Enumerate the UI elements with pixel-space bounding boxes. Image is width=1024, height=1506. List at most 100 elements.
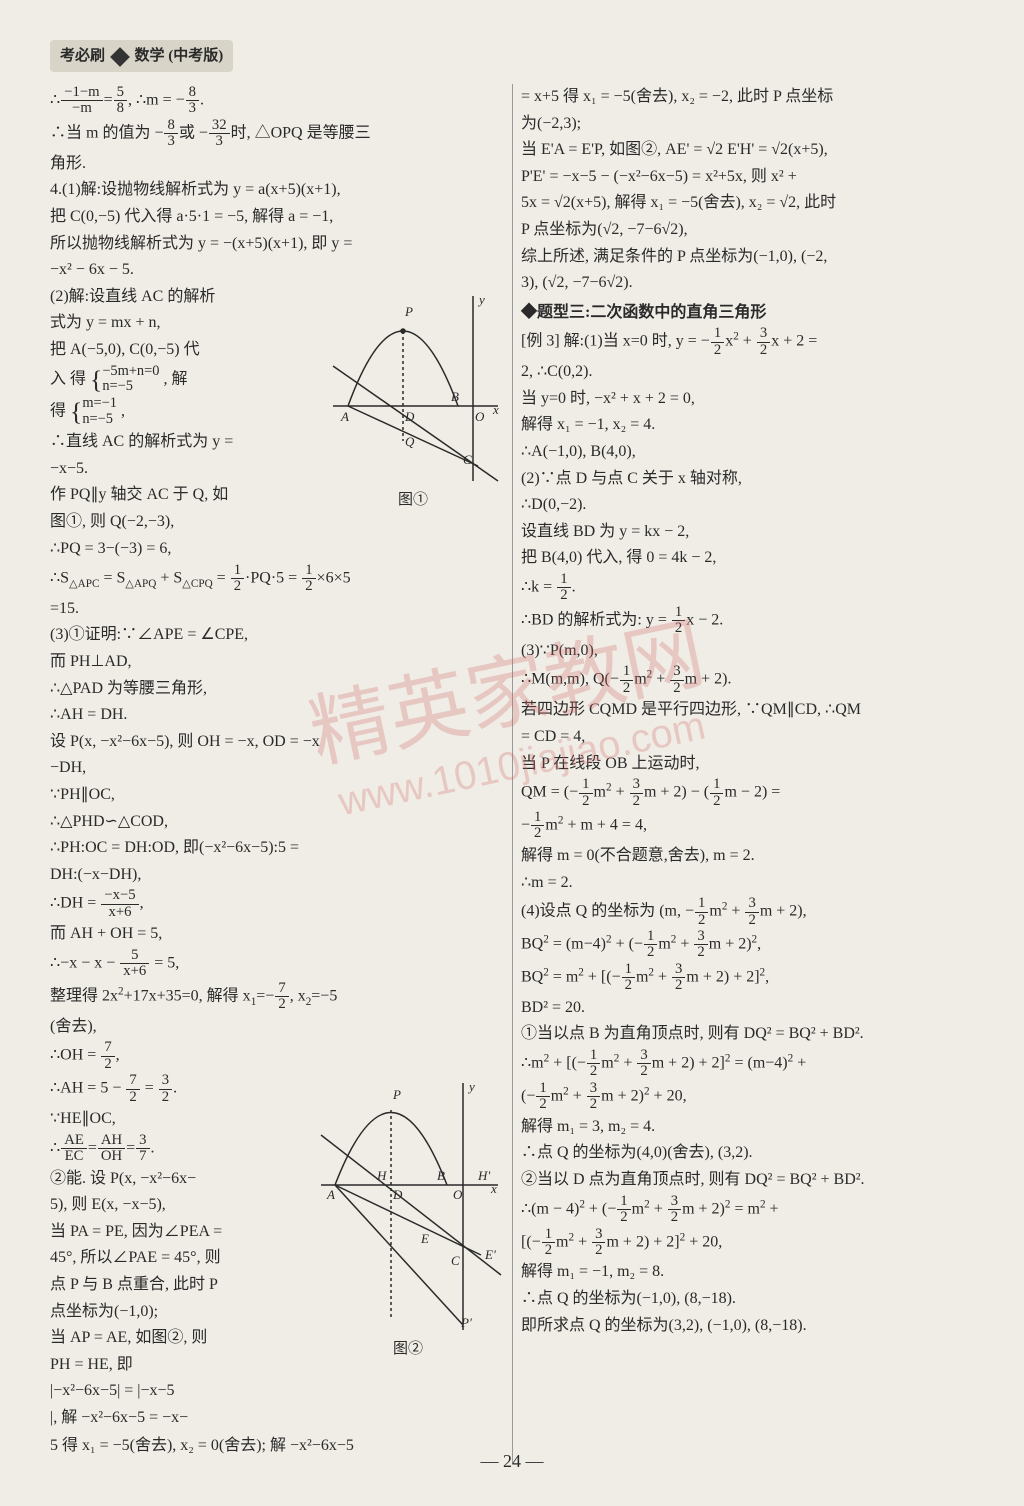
math-line: ∴m2 + [(−12m2 + 32m + 2) + 2]2 = (m−4)2 … <box>521 1048 974 1080</box>
svg-text:x: x <box>490 1181 497 1196</box>
math-line: −x² − 6x − 5. <box>50 257 503 283</box>
math-line: ∴BD 的解析式为: y = 12x − 2. <box>521 605 974 637</box>
math-line: ∴PH:OC = DH:OD, 即(−x²−6x−5):5 = <box>50 835 503 861</box>
math-line: (2)∵点 D 与点 C 关于 x 轴对称, <box>521 466 974 492</box>
math-line: |−x²−6x−5| = |−x−5 <box>50 1378 503 1404</box>
diamond-icon <box>110 47 130 67</box>
figure-1-caption: 图① <box>323 488 503 512</box>
math-line: |, 解 −x²−6x−5 = −x− <box>50 1405 503 1431</box>
header-subject: 数学 <box>135 48 165 64</box>
parabola-diagram-icon: Py AD Ox B QC <box>323 286 503 486</box>
math-line: 图①, 则 Q(−2,−3), <box>50 509 503 535</box>
math-line: 而 AH + OH = 5, <box>50 921 503 947</box>
math-line: ∵PH∥OC, <box>50 782 503 808</box>
math-line: (3)①证明:∵∠APE = ∠CPE, <box>50 622 503 648</box>
svg-text:O: O <box>475 409 485 424</box>
math-line: 解得 m = 0(不合题意,舍去), m = 2. <box>521 843 974 869</box>
svg-text:P: P <box>392 1087 401 1102</box>
math-line: 整理得 2x2+17x+35=0, 解得 x1=−72, x2=−5 <box>50 981 503 1013</box>
math-line: QM = (−12m2 + 32m + 2) − (12m − 2) = <box>521 777 974 809</box>
svg-text:Q: Q <box>405 434 415 449</box>
math-line: −DH, <box>50 755 503 781</box>
math-line: (舍去), <box>50 1014 503 1040</box>
svg-text:H': H' <box>477 1168 490 1183</box>
math-line: 3), (√2, −7−6√2). <box>521 270 974 296</box>
svg-text:y: y <box>477 292 485 307</box>
figure-2-caption: 图② <box>313 1337 503 1361</box>
math-line: 当 P 在线段 OB 上运动时, <box>521 751 974 777</box>
math-line: ∴OH = 72, <box>50 1040 503 1072</box>
svg-text:O: O <box>453 1187 463 1202</box>
math-line: = CD = 4, <box>521 724 974 750</box>
svg-text:C: C <box>451 1253 460 1268</box>
header-brand: 考必刷 <box>60 48 105 64</box>
math-line: ∴点 Q 的坐标为(−1,0), (8,−18). <box>521 1286 974 1312</box>
math-line: (4)设点 Q 的坐标为 (m, −12m2 + 32m + 2), <box>521 896 974 928</box>
svg-text:B: B <box>451 389 459 404</box>
svg-text:E: E <box>420 1231 429 1246</box>
math-line: 即所求点 Q 的坐标为(3,2), (−1,0), (8,−18). <box>521 1313 974 1339</box>
math-line: 角形. <box>50 151 503 177</box>
svg-text:P: P <box>404 304 413 319</box>
math-line: ∴m = 2. <box>521 870 974 896</box>
math-line: [例 3] 解:(1)当 x=0 时, y = −12x2 + 32x + 2 … <box>521 326 974 358</box>
math-line: (−12m2 + 32m + 2)2 + 20, <box>521 1081 974 1113</box>
math-line: 解得 m₁ = 3, m₂ = 4. <box>521 1114 974 1140</box>
math-line: 所以抛物线解析式为 y = −(x+5)(x+1), 即 y = <box>50 231 503 257</box>
math-line: ∴k = 12. <box>521 572 974 604</box>
figure-2: Py HBH' ADOx ECE' P' 图② <box>313 1075 503 1361</box>
math-line: ∴(m − 4)2 + (−12m2 + 32m + 2)2 = m2 + <box>521 1194 974 1226</box>
math-line: [(−12m2 + 32m + 2) + 2]2 + 20, <box>521 1227 974 1259</box>
math-line: −12m2 + m + 4 = 4, <box>521 810 974 842</box>
parabola-diagram-2-icon: Py HBH' ADOx ECE' P' <box>313 1075 503 1335</box>
math-line: 解得 m₁ = −1, m₂ = 8. <box>521 1259 974 1285</box>
math-line: 解得 x₁ = −1, x₂ = 4. <box>521 412 974 438</box>
math-line: 4.(1)解:设抛物线解析式为 y = a(x+5)(x+1), <box>50 177 503 203</box>
math-line: =15. <box>50 596 503 622</box>
math-line: ∴点 Q 的坐标为(4,0)(舍去), (3,2). <box>521 1140 974 1166</box>
math-line: ∴当 m 的值为 −83或 −323时, △OPQ 是等腰三 <box>50 118 503 150</box>
math-line: 5x = √2(x+5), 解得 x₁ = −5(舍去), x₂ = √2, 此… <box>521 190 974 216</box>
math-line: ∴AH = DH. <box>50 702 503 728</box>
math-line: 设直线 BD 为 y = kx − 2, <box>521 519 974 545</box>
math-line: DH:(−x−DH), <box>50 862 503 888</box>
math-line: 把 B(4,0) 代入, 得 0 = 4k − 2, <box>521 545 974 571</box>
math-line: P 点坐标为(√2, −7−6√2), <box>521 217 974 243</box>
math-line: BQ2 = (m−4)2 + (−12m2 + 32m + 2)2, <box>521 929 974 961</box>
math-line: BD² = 20. <box>521 995 974 1021</box>
math-line: ∴A(−1,0), B(4,0), <box>521 439 974 465</box>
math-line: 把 C(0,−5) 代入得 a·5·1 = −5, 解得 a = −1, <box>50 204 503 230</box>
math-line: ∴△PHD∽△COD, <box>50 809 503 835</box>
math-line: 2, ∴C(0,2). <box>521 359 974 385</box>
math-line: (3)∵P(m,0), <box>521 638 974 664</box>
math-line: ∴−x − x − 5x+6 = 5, <box>50 948 503 980</box>
svg-text:E': E' <box>484 1247 496 1262</box>
svg-text:D: D <box>404 409 415 424</box>
math-line: 当 y=0 时, −x² + x + 2 = 0, <box>521 386 974 412</box>
svg-text:C: C <box>463 452 472 467</box>
header-edition: (中考版) <box>168 48 223 64</box>
svg-text:x: x <box>492 402 499 417</box>
math-line: ∴M(m,m), Q(−12m2 + 32m + 2). <box>521 664 974 696</box>
svg-text:P': P' <box>460 1315 472 1330</box>
svg-text:D: D <box>392 1187 403 1202</box>
math-line: = x+5 得 x₁ = −5(舍去), x₂ = −2, 此时 P 点坐标 <box>521 84 974 110</box>
math-line: 若四边形 CQMD 是平行四边形, ∵QM∥CD, ∴QM <box>521 697 974 723</box>
section-title: ◆题型三:二次函数中的直角三角形 <box>521 300 974 326</box>
math-line: ∴D(0,−2). <box>521 492 974 518</box>
math-line: 为(−2,3); <box>521 111 974 137</box>
math-line: ②当以 D 点为直角顶点时, 则有 DQ² = BQ² + BD². <box>521 1167 974 1193</box>
math-line: ∴S△APC = S△APQ + S△CPQ = 12·PQ·5 = 12×6×… <box>50 563 503 595</box>
math-line: 当 E'A = E'P, 如图②, AE' = √2 E'H' = √2(x+5… <box>521 137 974 163</box>
math-line: 设 P(x, −x²−6x−5), 则 OH = −x, OD = −x <box>50 729 503 755</box>
math-line: ∴PQ = 3−(−3) = 6, <box>50 536 503 562</box>
math-line: 而 PH⊥AD, <box>50 649 503 675</box>
math-line: ∴△PAD 为等腰三角形, <box>50 676 503 702</box>
svg-text:H: H <box>376 1168 387 1183</box>
math-line: P'E' = −x−5 − (−x²−6x−5) = x²+5x, 则 x² + <box>521 164 974 190</box>
svg-text:A: A <box>326 1187 335 1202</box>
math-line: 综上所述, 满足条件的 P 点坐标为(−1,0), (−2, <box>521 244 974 270</box>
math-line: BQ2 = m2 + [(−12m2 + 32m + 2) + 2]2, <box>521 962 974 994</box>
svg-text:B: B <box>437 1168 445 1183</box>
math-line: ∴DH = −x−5x+6, <box>50 888 503 920</box>
